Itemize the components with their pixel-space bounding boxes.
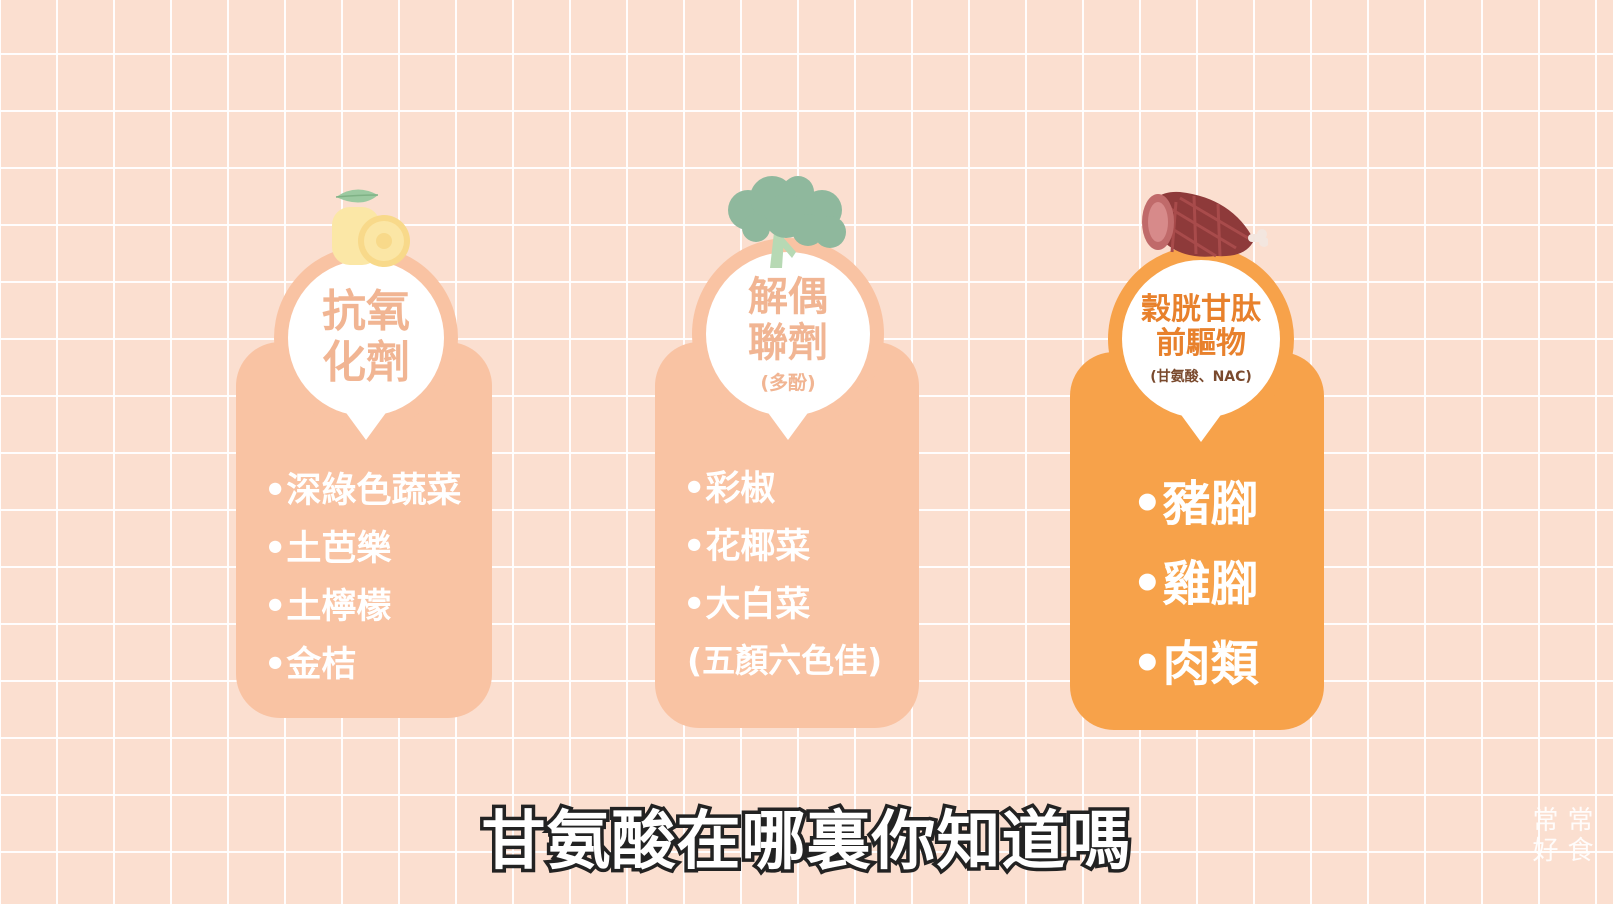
watermark-char: 食 [1567, 836, 1594, 866]
list-item: •土檸檬 [264, 587, 392, 627]
antioxidant-title-line2: 化劑 [322, 337, 410, 388]
list-item: •肉類 [1132, 636, 1259, 692]
antioxidant-title-bubble: 抗氧 化劑 [288, 260, 444, 440]
uncoupler-item-list: •彩椒 •花椰菜 •大白菜 (五顏六色佳) [683, 460, 882, 684]
glutathione-title-note: (甘氨酸、NAC) [1150, 368, 1252, 385]
glutathione-title-line1: 穀胱甘肽 [1141, 291, 1261, 327]
watermark-char: 常 [1567, 806, 1594, 836]
list-item: •土芭樂 [264, 529, 392, 569]
list-item: •深綠色蔬菜 [264, 471, 462, 511]
list-item: •豬腳 [1132, 476, 1259, 532]
list-item: •彩椒 [683, 469, 776, 509]
uncoupler-title-bubble: 解偶 聯劑 (多酚) [706, 252, 870, 440]
list-item: •雞腳 [1132, 556, 1259, 612]
antioxidant-title-line1: 抗氧 [322, 286, 410, 338]
broccoli-icon [728, 176, 846, 268]
ham-icon [1142, 191, 1268, 258]
antioxidant-item-list: •深綠色蔬菜 •土芭樂 •土檸檬 •金桔 [264, 462, 461, 694]
glutathione-title-line2: 前驅物 [1156, 326, 1246, 361]
list-item: •大白菜 [683, 585, 811, 625]
list-item: •金桔 [264, 645, 357, 685]
glutathione-title-bubble: 穀胱甘肽 前驅物 (甘氨酸、NAC) [1122, 260, 1280, 442]
list-item: •花椰菜 [683, 527, 811, 567]
channel-watermark: 常 常 好 食 [1528, 806, 1598, 866]
watermark-char: 好 [1532, 836, 1559, 866]
footnote: (五顏六色佳) [687, 641, 883, 680]
video-subtitle: 甘氨酸在哪裏你知道嗎 [478, 802, 1134, 883]
lemon-icon [332, 189, 410, 267]
watermark-char: 常 [1532, 806, 1559, 836]
uncoupler-title-line2: 聯劑 [748, 319, 828, 366]
uncoupler-title-note: (多酚) [760, 371, 816, 394]
uncoupler-title-line1: 解偶 [748, 273, 828, 320]
glutathione-item-list: •豬腳 •雞腳 •肉類 [1132, 464, 1259, 704]
